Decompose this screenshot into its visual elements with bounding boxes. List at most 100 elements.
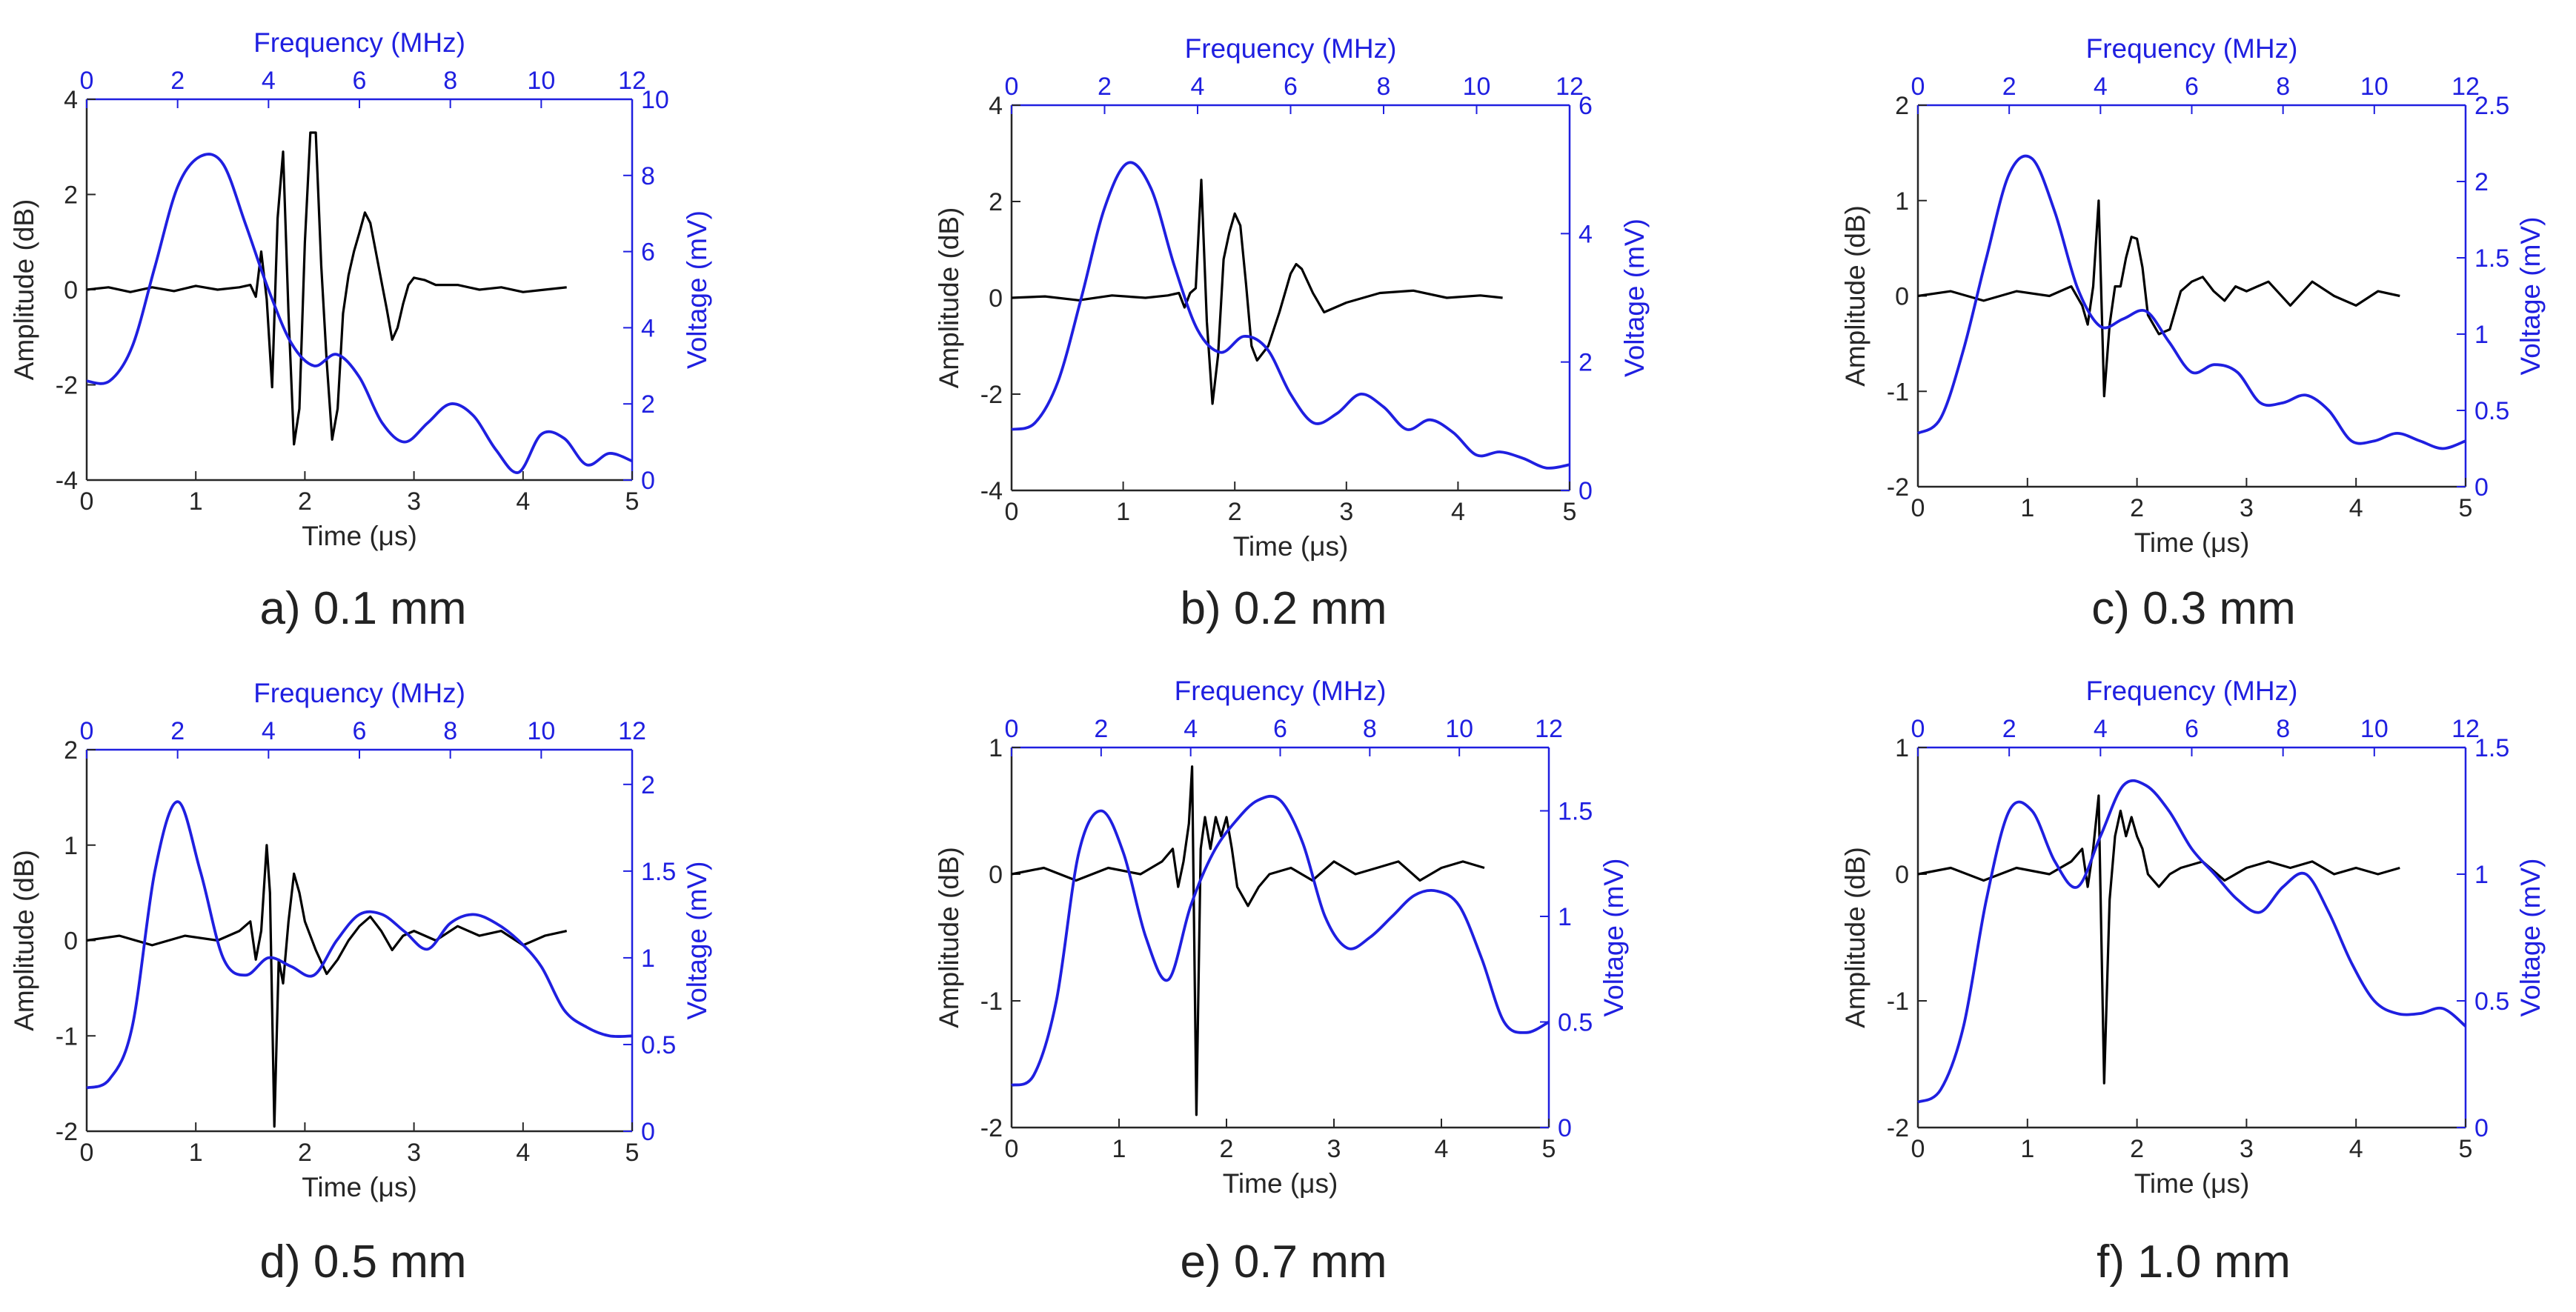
- x-tick-label: 2: [298, 487, 312, 516]
- x-tick-label: 3: [1327, 1135, 1341, 1163]
- y-tick-label: -2: [980, 1114, 1003, 1142]
- x2-axis-title: Frequency (MHz): [2086, 33, 2298, 64]
- x2-tick-label: 2: [2002, 715, 2016, 743]
- y-tick-label: 2: [989, 188, 1003, 216]
- panel-caption: e) 0.7 mm: [1180, 1236, 1387, 1288]
- x2-tick-label: 12: [1535, 715, 1563, 743]
- time-signal-line: [86, 844, 568, 1128]
- spectrum-line: [1011, 161, 1570, 470]
- y2-axis-title: Voltage (mV): [682, 862, 712, 1020]
- x2-tick-label: 4: [2094, 73, 2108, 101]
- x-tick-label: 0: [1911, 1135, 1925, 1163]
- y2-tick-label: 10: [641, 86, 669, 114]
- x-tick-label: 5: [625, 487, 640, 516]
- y-tick-label: -1: [1887, 378, 1909, 406]
- y2-tick-label: 1: [2474, 321, 2489, 349]
- y2-tick-label: 0: [641, 467, 655, 495]
- x2-tick-label: 2: [170, 717, 185, 745]
- panel-caption: b) 0.2 mm: [1180, 583, 1387, 634]
- y-axis-title: Amplitude (dB): [1840, 847, 1870, 1028]
- y2-tick-label: 1: [1558, 903, 1572, 931]
- x-tick-label: 5: [625, 1139, 640, 1167]
- y2-tick-label: 0: [2474, 473, 2489, 502]
- x-tick-label: 0: [80, 1139, 94, 1167]
- y-tick-label: -2: [1887, 1114, 1909, 1142]
- y2-tick-label: 4: [1579, 220, 1593, 248]
- x-tick-label: 4: [1435, 1135, 1449, 1163]
- x-tick-label: 3: [2240, 1135, 2254, 1163]
- x2-tick-label: 10: [527, 717, 555, 745]
- x2-tick-label: 8: [1377, 73, 1391, 101]
- x2-tick-label: 8: [2276, 715, 2290, 743]
- x2-tick-label: 6: [2185, 715, 2199, 743]
- x-tick-label: 0: [1005, 1135, 1019, 1163]
- x-tick-label: 2: [298, 1139, 312, 1167]
- time-signal-line: [1011, 765, 1485, 1116]
- y2-tick-label: 2: [1579, 349, 1593, 377]
- y-tick-label: 0: [989, 284, 1003, 313]
- y2-tick-label: 1: [2474, 861, 2489, 889]
- x-tick-label: 4: [1451, 498, 1465, 526]
- x2-tick-label: 4: [1191, 73, 1205, 101]
- panel-caption: c) 0.3 mm: [2091, 583, 2296, 634]
- x2-tick-label: 12: [618, 67, 646, 95]
- x-tick-label: 5: [1542, 1135, 1556, 1163]
- x2-axis-title: Frequency (MHz): [253, 27, 465, 58]
- y2-axis-title: Voltage (mV): [1599, 859, 1629, 1017]
- x2-tick-label: 4: [2094, 715, 2108, 743]
- y-tick-label: -1: [1887, 988, 1909, 1016]
- x2-tick-label: 12: [1556, 73, 1584, 101]
- y2-tick-label: 0: [641, 1118, 655, 1146]
- x-tick-label: 3: [407, 1139, 421, 1167]
- y-axis-title: Amplitude (dB): [934, 207, 964, 389]
- x2-tick-label: 8: [2276, 73, 2290, 101]
- x-tick-label: 2: [2130, 494, 2144, 522]
- x-axis-title: Time (μs): [1223, 1168, 1338, 1199]
- y-tick-label: 1: [989, 734, 1003, 762]
- y2-tick-label: 1.5: [1558, 798, 1593, 826]
- spectrum-line: [1011, 794, 1550, 1087]
- x2-axis-title: Frequency (MHz): [1175, 676, 1387, 706]
- x2-tick-label: 6: [2185, 73, 2199, 101]
- x2-tick-label: 10: [2360, 715, 2389, 743]
- y2-axis-title: Voltage (mV): [1619, 219, 1650, 377]
- x2-tick-label: 2: [1098, 73, 1112, 101]
- y-axis-title: Amplitude (dB): [934, 847, 964, 1028]
- x2-tick-label: 6: [353, 67, 367, 95]
- x-tick-label: 0: [1005, 498, 1019, 526]
- spectrum-line: [86, 153, 633, 474]
- x2-tick-label: 12: [618, 717, 646, 745]
- x2-tick-label: 0: [1005, 715, 1019, 743]
- x2-tick-label: 12: [2451, 73, 2480, 101]
- y-tick-label: -2: [56, 372, 78, 400]
- x2-tick-label: 0: [1911, 715, 1925, 743]
- x2-tick-label: 10: [1463, 73, 1491, 101]
- time-signal-line: [86, 131, 567, 446]
- spectrum-line: [1917, 779, 2467, 1104]
- x-tick-label: 3: [1339, 498, 1353, 526]
- y2-axis-title: Voltage (mV): [2515, 859, 2546, 1017]
- x2-tick-label: 10: [527, 67, 555, 95]
- y2-tick-label: 4: [641, 314, 655, 342]
- x2-tick-label: 6: [1273, 715, 1287, 743]
- x-tick-label: 2: [1228, 498, 1242, 526]
- x-tick-label: 0: [80, 487, 94, 516]
- x2-tick-label: 2: [170, 67, 185, 95]
- y2-tick-label: 2.5: [2474, 92, 2509, 120]
- x-tick-label: 4: [516, 487, 530, 516]
- spectrum-line: [1916, 154, 2466, 450]
- y2-tick-label: 0: [1579, 477, 1593, 505]
- y2-tick-label: 0: [2474, 1114, 2489, 1142]
- y-tick-label: -2: [56, 1118, 78, 1146]
- panel-caption: f) 1.0 mm: [2097, 1236, 2291, 1288]
- y-tick-label: 0: [1895, 861, 1909, 889]
- y-tick-label: 0: [1895, 283, 1909, 311]
- x2-tick-label: 4: [262, 717, 276, 745]
- y-tick-label: -1: [56, 1022, 78, 1050]
